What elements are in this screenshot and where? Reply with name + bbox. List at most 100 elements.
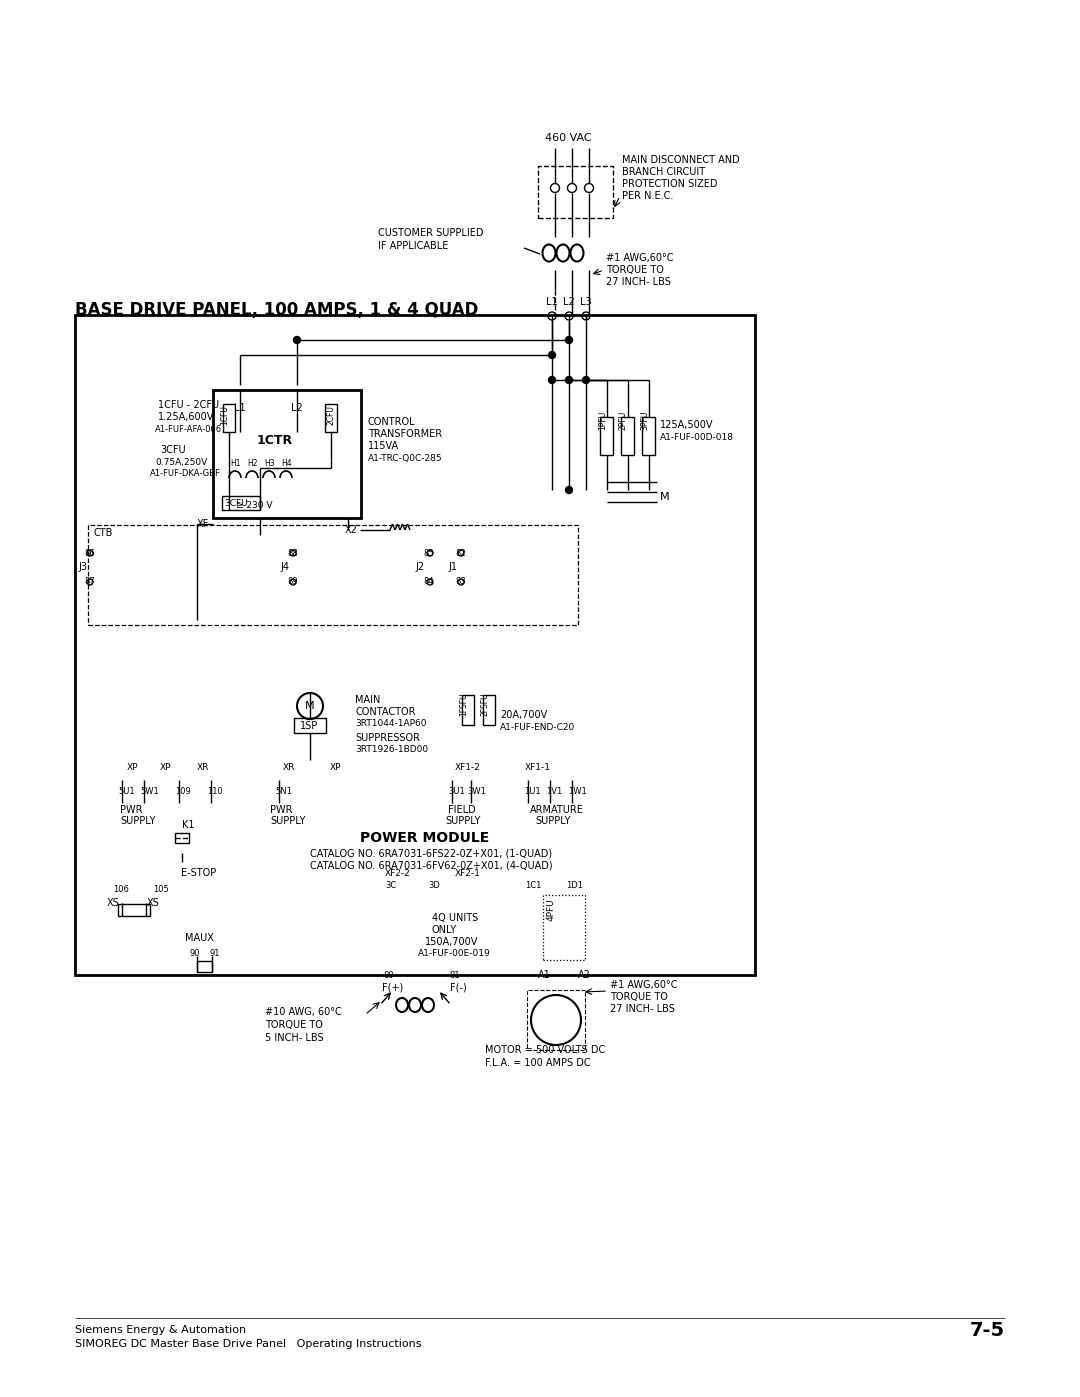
- Text: 88: 88: [287, 549, 298, 557]
- Text: BASE DRIVE PANEL, 100 AMPS, 1 & 4 QUAD: BASE DRIVE PANEL, 100 AMPS, 1 & 4 QUAD: [75, 300, 478, 319]
- Text: 89: 89: [287, 577, 298, 587]
- Text: A1-FUF-DKA-GBF: A1-FUF-DKA-GBF: [150, 469, 221, 479]
- Text: 91: 91: [210, 949, 220, 957]
- Text: XF1-2: XF1-2: [455, 764, 481, 773]
- Text: F(+): F(+): [382, 982, 403, 992]
- Text: IF APPLICABLE: IF APPLICABLE: [378, 242, 448, 251]
- Text: 460 VAC: 460 VAC: [545, 133, 592, 142]
- Bar: [527, 990, 585, 1051]
- Text: ONLY: ONLY: [432, 925, 457, 935]
- Circle shape: [549, 377, 555, 384]
- Text: SIMOREG DC Master Base Drive Panel   Operating Instructions: SIMOREG DC Master Base Drive Panel Opera…: [75, 1338, 421, 1350]
- Bar: [543, 895, 585, 960]
- Text: 1CFU - 2CFU: 1CFU - 2CFU: [158, 400, 219, 409]
- Text: A1-FUF-00D-018: A1-FUF-00D-018: [660, 433, 734, 441]
- Bar: [325, 404, 337, 432]
- Text: 150A,700V: 150A,700V: [426, 937, 478, 947]
- Text: #1 AWG,60°C: #1 AWG,60°C: [606, 253, 674, 263]
- Bar: [213, 390, 361, 518]
- Text: 1C1: 1C1: [525, 880, 541, 890]
- Text: A1-FUF-AFA-006: A1-FUF-AFA-006: [156, 425, 222, 433]
- Text: XS: XS: [107, 898, 120, 908]
- Text: 1CTR: 1CTR: [257, 433, 293, 447]
- Text: 1W1: 1W1: [568, 788, 586, 796]
- Text: 83: 83: [455, 577, 465, 587]
- Text: L1: L1: [234, 402, 245, 414]
- Text: F.L.A. = 100 AMPS DC: F.L.A. = 100 AMPS DC: [485, 1058, 591, 1067]
- Text: A1-FUF-00E-019: A1-FUF-00E-019: [418, 950, 490, 958]
- Text: TORQUE TO: TORQUE TO: [610, 992, 667, 1002]
- Bar: [197, 961, 212, 972]
- Text: A1-FUF-END-C20: A1-FUF-END-C20: [500, 724, 576, 732]
- Bar: [538, 166, 613, 218]
- Bar: [294, 718, 326, 733]
- Text: 20A,700V: 20A,700V: [500, 710, 548, 719]
- Circle shape: [566, 377, 572, 384]
- Text: XR: XR: [197, 764, 210, 773]
- Text: 1PFU: 1PFU: [598, 411, 607, 430]
- Text: TORQUE TO: TORQUE TO: [265, 1020, 323, 1030]
- Text: H3: H3: [264, 458, 274, 468]
- Text: SUPPLY: SUPPLY: [120, 816, 156, 826]
- Text: PWR: PWR: [270, 805, 293, 814]
- Text: SUPPLY: SUPPLY: [270, 816, 306, 826]
- Text: CATALOG NO. 6RA7031-6FV62-0Z+X01, (4-QUAD): CATALOG NO. 6RA7031-6FV62-0Z+X01, (4-QUA…: [310, 861, 553, 870]
- Text: H4: H4: [281, 458, 292, 468]
- Text: 3W1: 3W1: [467, 788, 486, 796]
- Text: CUSTOMER SUPPLIED: CUSTOMER SUPPLIED: [378, 228, 484, 237]
- Text: MOTOR = 500 VOLTS DC: MOTOR = 500 VOLTS DC: [485, 1045, 605, 1055]
- Text: 3PFU: 3PFU: [640, 411, 649, 430]
- Text: CATALOG NO. 6RA7031-6FS22-0Z+X01, (1-QUAD): CATALOG NO. 6RA7031-6FS22-0Z+X01, (1-QUA…: [310, 848, 552, 858]
- Text: L2: L2: [563, 298, 575, 307]
- Text: 4PFU: 4PFU: [546, 898, 556, 921]
- Bar: [87, 525, 578, 624]
- Text: ARMATURE: ARMATURE: [530, 805, 584, 814]
- Text: 2CFU: 2CFU: [327, 405, 336, 425]
- Text: 7-5: 7-5: [970, 1320, 1005, 1340]
- Text: H1: H1: [230, 458, 241, 468]
- Text: A1: A1: [538, 970, 551, 981]
- Text: SUPPRESSOR: SUPPRESSOR: [355, 733, 420, 743]
- Text: 1U1: 1U1: [524, 788, 541, 796]
- Text: CONTACTOR: CONTACTOR: [355, 707, 416, 717]
- Text: PROTECTION SIZED: PROTECTION SIZED: [622, 179, 717, 189]
- Text: J3: J3: [78, 562, 87, 571]
- Text: TORQUE TO: TORQUE TO: [606, 265, 664, 275]
- Text: 1V1: 1V1: [546, 788, 563, 796]
- Text: 3CFU: 3CFU: [224, 499, 247, 507]
- Text: E-STOP: E-STOP: [181, 868, 216, 877]
- Circle shape: [294, 337, 300, 344]
- Text: F(-): F(-): [450, 982, 467, 992]
- Circle shape: [582, 377, 590, 384]
- Text: J2: J2: [415, 562, 424, 571]
- Text: MAUX: MAUX: [185, 933, 214, 943]
- Text: A2: A2: [578, 970, 591, 981]
- Text: 90: 90: [190, 949, 201, 957]
- Text: PER N.E.C.: PER N.E.C.: [622, 191, 673, 201]
- Bar: [222, 496, 260, 510]
- Text: 82: 82: [455, 549, 465, 557]
- Text: Siemens Energy & Automation: Siemens Energy & Automation: [75, 1324, 246, 1336]
- Text: ≥ 230 V: ≥ 230 V: [237, 502, 272, 510]
- Bar: [175, 833, 189, 842]
- Text: 85: 85: [423, 549, 434, 557]
- Text: 1CFU: 1CFU: [220, 405, 229, 425]
- Bar: [75, 314, 755, 975]
- Text: 5 INCH- LBS: 5 INCH- LBS: [265, 1032, 324, 1044]
- Text: 5W1: 5W1: [140, 788, 159, 796]
- Text: 2FSFU: 2FSFU: [480, 692, 489, 715]
- Text: L3: L3: [580, 298, 592, 307]
- Text: L1: L1: [546, 298, 557, 307]
- Text: 81: 81: [449, 971, 460, 979]
- Text: XF2-1: XF2-1: [455, 869, 481, 877]
- Circle shape: [566, 486, 572, 493]
- Text: 1SP: 1SP: [300, 721, 319, 731]
- Bar: [600, 416, 613, 455]
- Text: XS: XS: [147, 898, 160, 908]
- Text: 27 INCH- LBS: 27 INCH- LBS: [606, 277, 671, 286]
- Text: 3C: 3C: [384, 880, 396, 890]
- Text: XF2-2: XF2-2: [384, 869, 410, 877]
- Text: SUPPLY: SUPPLY: [445, 816, 481, 826]
- Bar: [222, 404, 235, 432]
- Text: J4: J4: [280, 562, 289, 571]
